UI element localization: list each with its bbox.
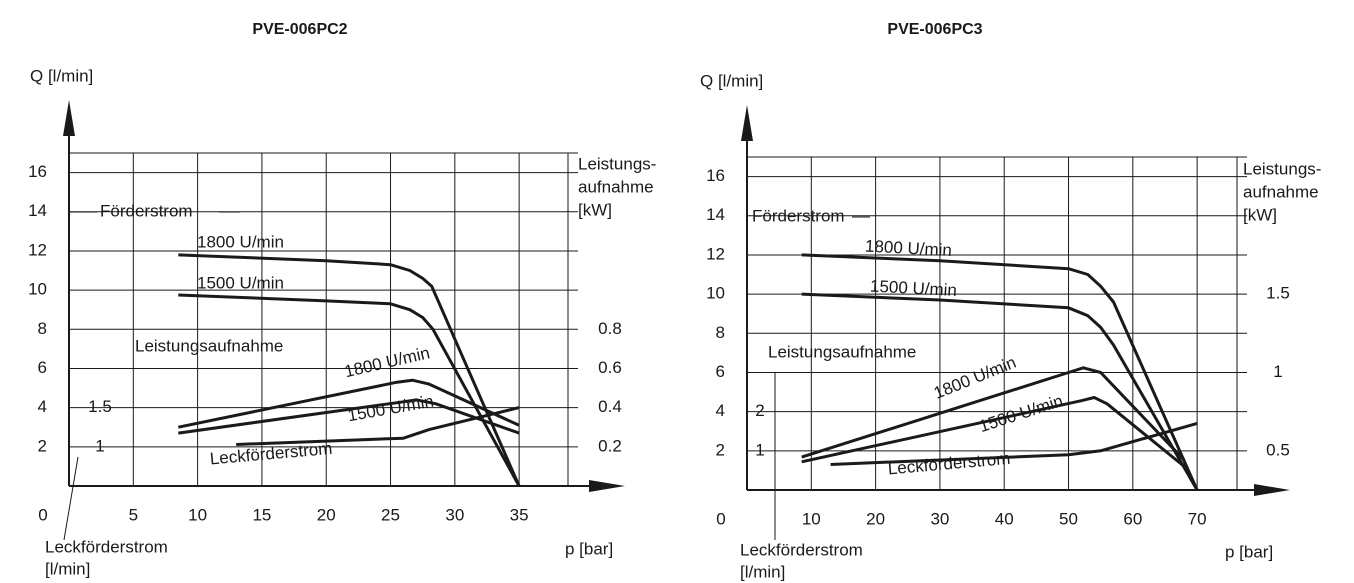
x-tick-label: 30 — [445, 505, 464, 524]
y-tick-label: 8 — [38, 319, 47, 338]
annotation: Förderstrom — [752, 206, 845, 225]
x-tick-label: 60 — [1123, 509, 1142, 528]
series-label: Leckförderstrom — [209, 439, 333, 469]
x-tick-label: 0 — [38, 505, 47, 524]
leader-line — [63, 456, 79, 541]
y-tick-label: 12 — [28, 240, 47, 259]
x-tick-label: 50 — [1059, 509, 1078, 528]
x-tick-label: 30 — [930, 509, 949, 528]
y-tick-label: 4 — [716, 401, 725, 420]
y2-tick-label: 0.6 — [598, 358, 622, 377]
curve — [236, 406, 520, 446]
series-label: 1800 U/min — [197, 232, 284, 251]
y-tick-label: 4 — [38, 397, 47, 416]
y-tick-label: 6 — [716, 362, 725, 381]
y-axis-label: Q [l/min] — [700, 71, 763, 90]
curve — [178, 398, 520, 435]
y2-tick-label: 1.5 — [1266, 284, 1290, 303]
annotation: Leistungsaufnahme — [768, 342, 916, 361]
curve — [178, 293, 521, 487]
series-label: 1800 U/min — [865, 236, 953, 260]
y-tick-label: 2 — [38, 436, 47, 455]
y-tick-label: 16 — [706, 166, 725, 185]
y2-tick-label: 0.4 — [598, 397, 622, 416]
series-label: 1500 U/min — [197, 273, 284, 292]
series-label: 1800 U/min — [931, 353, 1019, 403]
y2-axis-label: Leistungs- — [1243, 159, 1321, 178]
y2-tick-label: 0.5 — [1266, 440, 1290, 459]
y-tick-label: 2 — [716, 440, 725, 459]
annotation: Leistungsaufnahme — [135, 336, 283, 355]
curve — [801, 253, 1199, 491]
y-tick-label: 10 — [706, 284, 725, 303]
series-label: Leckförderstrom — [887, 449, 1011, 479]
curve — [801, 292, 1199, 491]
annotation: Förderstrom — [100, 201, 193, 220]
y2-axis-label: aufnahme — [578, 177, 654, 196]
y-tick-label: 14 — [706, 205, 725, 224]
y3-axis-label: [l/min] — [740, 562, 785, 581]
x-tick-label: 5 — [129, 505, 138, 524]
y-tick-label: 10 — [28, 280, 47, 299]
y3-tick-label: 1.5 — [88, 397, 112, 416]
x-axis-arrow — [1254, 484, 1290, 496]
y2-tick-label: 0.2 — [598, 436, 622, 455]
y2-axis-label: aufnahme — [1243, 182, 1319, 201]
y2-tick-label: 1 — [1273, 362, 1282, 381]
y-axis-label: Q [l/min] — [30, 66, 93, 85]
y-axis-arrow — [63, 100, 75, 136]
y-tick-label: 16 — [28, 162, 47, 181]
y3-axis-label: [l/min] — [45, 559, 90, 578]
x-tick-label: 20 — [866, 509, 885, 528]
y-tick-label: 6 — [38, 358, 47, 377]
series-label: 1500 U/min — [870, 276, 958, 300]
x-tick-label: 25 — [381, 505, 400, 524]
chart-title: PVE-006PC3 — [887, 21, 982, 38]
y3-axis-label: Leckförderstrom — [740, 540, 863, 559]
curve — [177, 378, 520, 429]
x-tick-label: 35 — [510, 505, 529, 524]
x-tick-label: 10 — [188, 505, 207, 524]
y2-axis-label: [kW] — [1243, 205, 1277, 224]
y2-tick-label: 0.8 — [598, 319, 622, 338]
x-axis-label: p [bar] — [565, 539, 613, 558]
x-tick-label: 10 — [802, 509, 821, 528]
x-tick-label: 20 — [317, 505, 336, 524]
series-label: 1800 U/min — [343, 343, 432, 381]
y-tick-label: 14 — [28, 201, 47, 220]
x-tick-label: 40 — [995, 509, 1014, 528]
x-tick-label: 0 — [716, 509, 725, 528]
y-tick-label: 8 — [716, 323, 725, 342]
y-axis-arrow — [741, 105, 753, 141]
x-tick-label: 15 — [252, 505, 271, 524]
y-tick-label: 12 — [706, 244, 725, 263]
y3-axis-label: Leckförderstrom — [45, 537, 168, 556]
y3-tick-label: 2 — [755, 401, 764, 420]
curve — [801, 366, 1186, 462]
curve — [830, 421, 1198, 466]
curve — [801, 396, 1186, 468]
x-axis-arrow — [589, 480, 625, 492]
x-axis-label: p [bar] — [1225, 542, 1273, 561]
y2-axis-label: Leistungs- — [578, 154, 656, 173]
curve — [178, 253, 521, 487]
chart-title: PVE-006PC2 — [252, 21, 347, 38]
y2-axis-label: [kW] — [578, 200, 612, 219]
y3-tick-label: 1 — [755, 440, 764, 459]
y3-tick-label: 1 — [95, 436, 104, 455]
x-tick-label: 70 — [1188, 509, 1207, 528]
